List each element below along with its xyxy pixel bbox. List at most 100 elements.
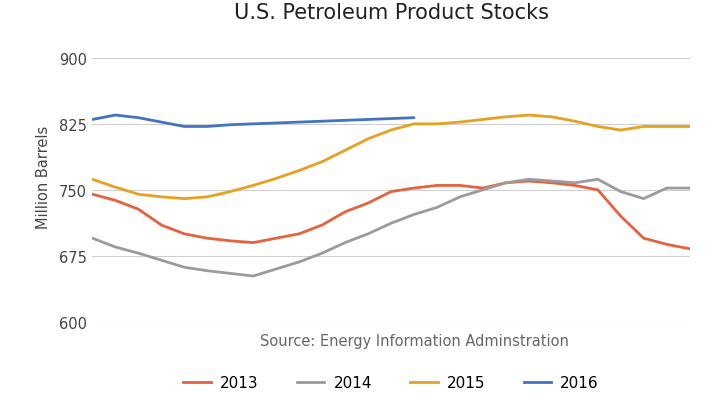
2013 [663,242,671,247]
2013 [249,241,257,245]
2014 [594,177,602,182]
2015 [685,125,694,130]
2016 [134,116,143,121]
2015 [272,177,280,181]
2014 [479,188,487,193]
2015 [295,168,304,173]
Text: Source: Energy Information Adminstration: Source: Energy Information Adminstration [260,333,569,348]
2014 [180,265,188,270]
2016 [157,120,166,125]
2015 [157,195,166,200]
2014 [226,271,235,276]
2015 [433,122,442,127]
2014 [341,241,349,245]
2015 [410,122,418,127]
2014 [616,190,625,194]
2014 [639,197,648,202]
2015 [456,120,464,125]
2014 [272,267,280,272]
2014 [525,177,533,182]
2015 [639,125,648,130]
Line: 2016: 2016 [92,116,414,127]
2015 [111,185,119,190]
2013 [479,186,487,191]
Line: 2013: 2013 [92,181,690,249]
Line: 2015: 2015 [92,116,690,199]
2016 [387,117,395,121]
2014 [502,181,510,186]
2013 [364,201,373,206]
2013 [272,236,280,241]
2015 [663,125,671,130]
2013 [410,186,418,191]
2016 [249,122,257,127]
2014 [456,195,464,200]
2013 [88,192,97,197]
2015 [387,128,395,133]
2013 [318,223,326,228]
2013 [547,181,556,186]
2013 [226,239,235,244]
Legend: 2013, 2014, 2015, 2016: 2013, 2014, 2015, 2016 [177,369,605,396]
2016 [180,125,188,130]
2015 [616,128,625,133]
2016 [364,118,373,123]
2014 [295,260,304,265]
2016 [203,125,212,130]
2013 [525,179,533,184]
2015 [226,190,235,194]
2013 [433,183,442,188]
2015 [134,192,143,197]
2014 [547,179,556,184]
2013 [685,247,694,252]
2014 [203,269,212,273]
2015 [341,149,349,153]
2013 [111,198,119,203]
2015 [479,118,487,123]
Line: 2014: 2014 [92,180,690,276]
2014 [663,186,671,191]
2014 [410,213,418,217]
2015 [547,115,556,120]
2015 [502,115,510,120]
2014 [249,274,257,279]
2016 [111,113,119,118]
2013 [157,223,166,228]
2016 [295,120,304,125]
2013 [134,207,143,212]
2015 [525,113,533,118]
2015 [318,160,326,165]
2014 [433,205,442,210]
2015 [203,195,212,200]
2016 [318,119,326,124]
2014 [685,186,694,191]
2015 [364,137,373,142]
2014 [570,181,579,186]
2013 [502,181,510,186]
2013 [570,183,579,188]
2013 [295,232,304,237]
2013 [456,183,464,188]
2013 [341,210,349,215]
2016 [341,119,349,124]
2015 [88,177,97,182]
2016 [88,118,97,123]
2013 [639,236,648,241]
2014 [318,251,326,256]
2014 [364,232,373,237]
2013 [203,236,212,241]
2016 [226,123,235,128]
2016 [410,116,418,121]
2014 [88,236,97,241]
2015 [249,183,257,188]
2014 [111,245,119,250]
2014 [157,258,166,263]
2015 [594,125,602,130]
2016 [272,121,280,126]
2014 [387,221,395,226]
2013 [594,188,602,193]
2013 [180,232,188,237]
Title: U.S. Petroleum Product Stocks: U.S. Petroleum Product Stocks [233,2,549,23]
2014 [134,251,143,256]
2015 [570,119,579,124]
